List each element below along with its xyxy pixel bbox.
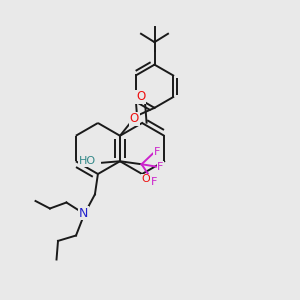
Text: O: O	[136, 90, 145, 104]
Text: N: N	[79, 207, 88, 220]
Text: O: O	[142, 174, 150, 184]
Text: F: F	[157, 162, 164, 172]
Text: HO: HO	[79, 156, 96, 166]
Text: O: O	[130, 112, 139, 125]
Text: F: F	[154, 147, 160, 157]
Text: F: F	[151, 177, 158, 187]
